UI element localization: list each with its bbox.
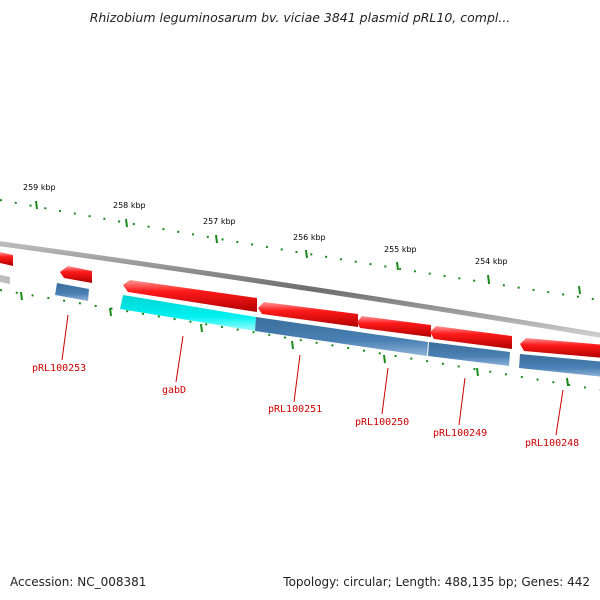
gene-label[interactable]: gabD (162, 385, 186, 396)
gene-arrow-partial[interactable] (0, 275, 10, 284)
map-title: Rhizobium leguminosarum bv. viciae 3841 … (89, 10, 511, 25)
gene-arrow[interactable] (519, 354, 600, 377)
gene-label[interactable]: pRL100249 (433, 428, 487, 439)
gene-arrow[interactable] (55, 283, 89, 301)
plasmid-backbone (0, 241, 600, 338)
gene-arrow[interactable] (123, 280, 257, 312)
gene-label[interactable]: pRL100250 (355, 417, 409, 428)
kbp-label: 257 kbp (203, 217, 236, 226)
accession-text: Accession: NC_008381 (10, 575, 147, 589)
gene-arrow[interactable] (428, 342, 510, 366)
major-ticks (35, 200, 581, 295)
kbp-label: 258 kbp (113, 201, 146, 210)
gene-label[interactable]: pRL100253 (32, 363, 86, 374)
kbp-label: 259 kbp (23, 183, 56, 192)
gene-arrow[interactable] (60, 266, 92, 283)
kbp-scale: 259 kbp 258 kbp 257 kbp 256 kbp 255 kbp … (23, 183, 508, 266)
topology-text: Topology: circular; Length: 488,135 bp; … (283, 575, 590, 589)
kbp-label: 255 kbp (384, 245, 417, 254)
gene-arrow[interactable] (357, 316, 431, 337)
gene-arrow[interactable] (120, 295, 256, 331)
gene-arrow-partial[interactable] (0, 252, 13, 266)
forward-genes (60, 266, 600, 358)
inner-tick-ring (0, 289, 600, 391)
kbp-label: 256 kbp (293, 233, 326, 242)
reverse-genes (55, 283, 600, 377)
gene-arrow[interactable] (520, 338, 600, 358)
gene-arrow[interactable] (255, 317, 428, 356)
gene-arrow[interactable] (430, 326, 512, 349)
gene-labels: pRL100253 gabD pRL100251 pRL100250 pRL10… (32, 363, 579, 449)
gene-label[interactable]: pRL100251 (268, 404, 322, 415)
gene-arrow[interactable] (258, 302, 358, 327)
gene-label[interactable]: pRL100248 (525, 438, 579, 449)
kbp-label: 254 kbp (475, 257, 508, 266)
label-leaders (61, 314, 564, 436)
